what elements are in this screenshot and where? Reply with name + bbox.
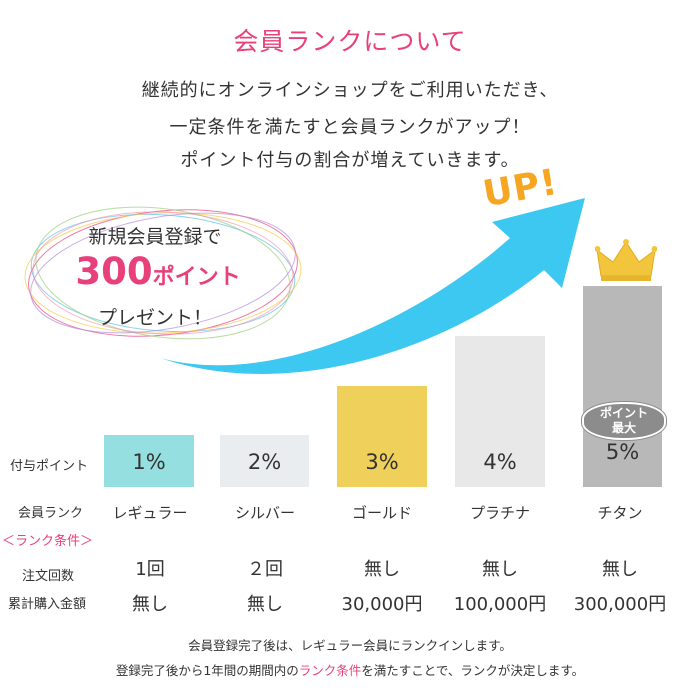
crown-icon <box>595 239 657 281</box>
rank-bar <box>104 435 194 487</box>
rank-total-amount: 無し <box>132 594 168 615</box>
rank-rate-label: 1% <box>132 450 166 474</box>
intro-line-3: ポイント付与の割合が増えていきます。 <box>180 150 520 171</box>
promo-points: 300ポイント <box>38 250 278 293</box>
intro-line-2: 一定条件を満たすと会員ランクがアップ！ <box>169 117 531 138</box>
intro-line-1: 継続的にオンラインショップをご利用いただき、 <box>141 80 559 101</box>
rank-order-count: 1回 <box>135 559 165 580</box>
rank-name: ゴールド <box>351 504 412 522</box>
promo-points-number: 300 <box>75 250 153 293</box>
promo-line-1: 新規会員登録で <box>88 226 222 248</box>
rank-bar <box>583 286 662 487</box>
rank-total-amount: 100,000円 <box>453 594 547 615</box>
badge-line-1: ポイント <box>599 406 648 420</box>
rank-order-count: 無し <box>364 559 400 580</box>
rank-total-amount: 300,000円 <box>573 594 667 615</box>
row-label-conditions: ＜ランク条件＞ <box>2 534 94 549</box>
rank-order-count: ２回 <box>247 559 283 580</box>
footer-line-2-suffix: を満たすことで、ランクが決定します。 <box>361 663 585 678</box>
footer-line-2-highlight: ランク条件 <box>298 663 362 678</box>
arrow-shape <box>160 198 585 374</box>
rank-order-count: 無し <box>482 559 518 580</box>
page-title: 会員ランクについて <box>233 27 467 56</box>
footer-line-2: 登録完了後から1年間の期間内のランク条件を満たすことで、ランクが決定します。 <box>0 660 700 679</box>
rank-rate-label: 3% <box>365 450 399 474</box>
rank-name: レギュラー <box>112 504 188 522</box>
rank-bar <box>455 336 545 487</box>
rank-order-count: 無し <box>602 559 638 580</box>
rank-name: チタン <box>597 504 643 522</box>
footer-line-1: 会員登録完了後は、レギュラー会員にランクインします。 <box>188 638 512 653</box>
rank-rate-label: 2% <box>247 450 282 474</box>
max-points-badge: ポイント 最大 <box>582 402 666 440</box>
rank-name: プラチナ <box>469 504 530 522</box>
rank-total-amount: 無し <box>247 594 283 615</box>
rank-rate-label: 4% <box>483 450 517 474</box>
rank-bar <box>220 435 309 487</box>
row-label-point-rate: 付与ポイント <box>10 459 89 474</box>
row-label-order-count: 注文回数 <box>22 569 75 584</box>
rank-bar <box>337 386 427 487</box>
row-label-rank: 会員ランク <box>18 506 84 521</box>
badge-line-2: 最大 <box>611 421 636 435</box>
promo-line-3: プレゼント！ <box>97 307 212 329</box>
promo-rings-decoration <box>24 206 302 340</box>
rank-total-amount: 30,000円 <box>341 594 423 615</box>
footer-line-2-prefix: 登録完了後から1年間の期間内の <box>115 663 299 678</box>
row-label-total-amount: 累計購入金額 <box>8 597 87 612</box>
rank-rate-label: 5% <box>605 440 640 464</box>
promo-points-unit: ポイント <box>152 265 241 290</box>
rising-arrow-icon <box>160 198 585 374</box>
rank-name: シルバー <box>234 504 295 522</box>
